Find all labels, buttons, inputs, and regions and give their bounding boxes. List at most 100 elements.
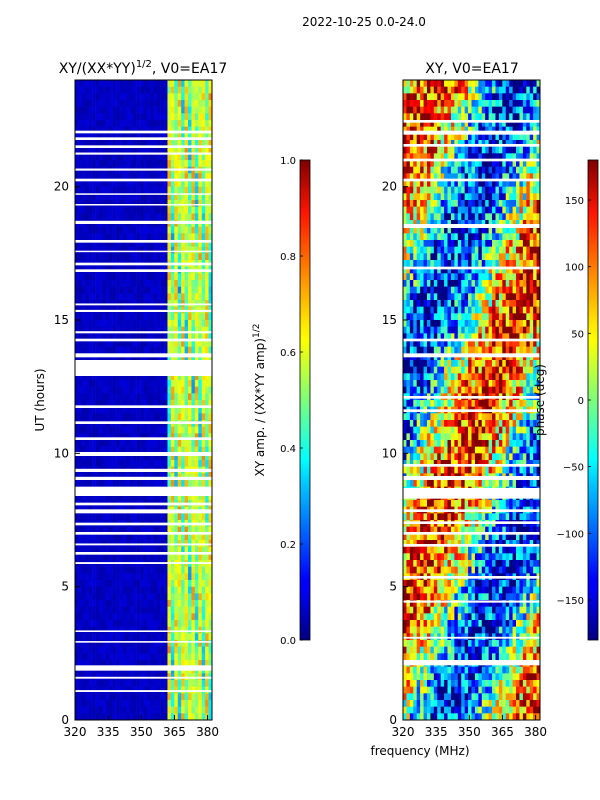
panel1-cell (143, 273, 148, 281)
panel2-cell (437, 200, 441, 207)
panel1-cell (170, 280, 175, 287)
panel1-cell (119, 600, 124, 607)
panel1-cell (153, 80, 158, 87)
panel2-cell (485, 106, 489, 114)
panel1-flagged-row (75, 468, 212, 472)
panel1-cell (109, 533, 113, 541)
panel2-cell (498, 246, 503, 254)
panel1-cell (153, 293, 158, 301)
panel1-cell (81, 460, 86, 467)
panel2-cell (474, 206, 479, 214)
panel2-cell (461, 166, 465, 174)
panel1-cell (85, 593, 89, 601)
panel1-cell (170, 340, 175, 347)
panel1-cell (122, 153, 127, 161)
panel1-cell (167, 193, 172, 201)
panel2-cell (481, 180, 486, 187)
panel1-cell (194, 460, 199, 467)
panel2-cell (471, 180, 476, 187)
panel1-cell (150, 193, 155, 201)
panel1-cell (143, 646, 148, 654)
panel1-cell (122, 326, 127, 334)
panel1-cell (170, 146, 175, 154)
panel2-cell (450, 206, 455, 214)
panel1-cell (153, 453, 158, 461)
panel2-cell (426, 146, 431, 154)
panel1-cell (208, 106, 213, 114)
panel1-cell (98, 106, 103, 114)
panel1-cell (174, 440, 179, 447)
panel2-cell (498, 160, 503, 167)
panel1-cell (157, 160, 161, 167)
panel1-cell (150, 293, 155, 301)
panel1-cell (205, 460, 209, 467)
panel1-cell (140, 400, 144, 407)
panel1-cell (116, 313, 120, 321)
panel1-cell (122, 293, 127, 301)
panel1-cell (85, 326, 89, 334)
panel1-cell (136, 86, 141, 94)
panel1-cell (205, 180, 209, 187)
panel1-cell (157, 313, 161, 321)
panel1-cell (122, 566, 127, 574)
panel2-cell (478, 80, 483, 87)
panel2-cell (426, 246, 431, 254)
panel2-cell (406, 220, 411, 227)
panel1-cell (174, 706, 179, 714)
panel1-cell (116, 253, 120, 261)
panel2-cell (526, 126, 531, 134)
panel1-cell (146, 633, 151, 641)
panel1-cell (198, 680, 203, 687)
panel1-cell (177, 700, 182, 707)
panel2-cell (478, 186, 483, 194)
panel1-cell (109, 413, 113, 421)
panel1-cell (75, 333, 79, 341)
panel1-cell (105, 313, 110, 321)
panel1-cell (198, 406, 203, 414)
panel1-cell (153, 126, 158, 134)
panel2-cell (474, 93, 479, 101)
panel1-cell (112, 700, 117, 707)
panel1-cell (205, 346, 209, 354)
panel1-cell (88, 546, 93, 554)
panel1-cell (208, 706, 213, 714)
panel1-cell (122, 580, 127, 587)
panel1-cell (174, 106, 179, 114)
panel1-cell (81, 180, 86, 187)
panel1-cell (119, 626, 124, 634)
panel1-cell (191, 480, 196, 487)
panel1-cell (160, 440, 165, 447)
panel1-cell (92, 606, 96, 614)
panel1-title-rest: , V0=EA17 (152, 61, 227, 77)
panel1-cell (194, 700, 199, 707)
panel1-cell (177, 133, 182, 141)
panel2-cell (536, 86, 541, 94)
panel1-cell (150, 373, 155, 381)
panel1-cell (184, 333, 189, 341)
panel1-cell (136, 186, 141, 194)
panel2-cell (420, 100, 424, 107)
panel1-cell (95, 633, 100, 641)
panel2-cell (447, 133, 452, 141)
panel2-cell (433, 160, 438, 167)
panel2-cell (413, 233, 417, 241)
panel2-cell (409, 193, 414, 201)
panel2-cell (495, 180, 500, 187)
panel1-cell (157, 440, 161, 447)
panel1-cell (208, 180, 213, 187)
panel1-cell (102, 386, 107, 394)
panel2-cell (409, 213, 414, 221)
panel1-cell (98, 393, 103, 401)
panel1-cell (150, 253, 155, 261)
panel1-cell (143, 326, 148, 334)
panel1-cell (126, 180, 131, 187)
panel1-cell (160, 93, 165, 101)
panel1-cell (150, 160, 155, 167)
panel1-cell (174, 453, 179, 461)
panel2-cell (416, 113, 421, 121)
panel1-cell (122, 246, 127, 254)
panel1-cell (105, 393, 110, 401)
panel2-cell (457, 166, 462, 174)
panel1-cell (85, 400, 89, 407)
panel1-cell (167, 320, 172, 327)
